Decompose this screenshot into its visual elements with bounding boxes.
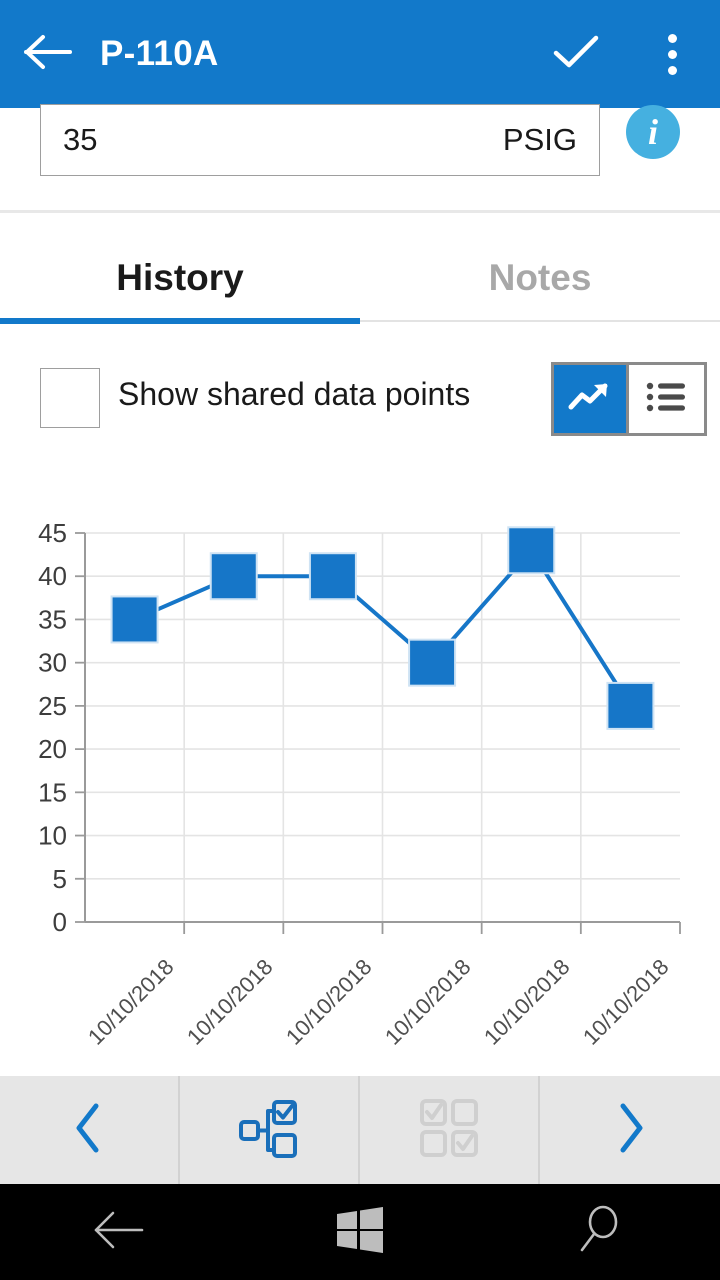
tab-baseline	[360, 320, 720, 322]
windows-logo-icon	[335, 1205, 385, 1260]
system-start-button[interactable]	[240, 1184, 480, 1280]
more-vertical-icon	[667, 33, 677, 75]
value-text: 35	[63, 122, 98, 157]
tree-checklist-icon	[238, 1097, 300, 1164]
chevron-left-icon	[72, 1102, 106, 1159]
info-letter: i	[647, 112, 658, 152]
check-icon	[552, 33, 600, 76]
tab-notes[interactable]: Notes	[360, 224, 720, 332]
list-view-button[interactable]	[629, 362, 707, 436]
checklist-grid-button[interactable]	[360, 1076, 540, 1184]
system-nav-bar	[0, 1184, 720, 1280]
chart-view-button[interactable]	[551, 362, 629, 436]
svg-text:20: 20	[38, 734, 67, 764]
system-back-button[interactable]	[0, 1184, 240, 1280]
show-shared-data-points-checkbox[interactable]	[40, 368, 100, 428]
section-divider	[0, 210, 720, 213]
system-search-button[interactable]	[480, 1184, 720, 1280]
tab-history[interactable]: History	[0, 224, 360, 332]
svg-text:15: 15	[38, 777, 67, 807]
value-input[interactable]: 35 PSIG	[40, 104, 600, 176]
next-button[interactable]	[540, 1076, 720, 1184]
tab-active-indicator	[0, 318, 360, 324]
chart-data-point[interactable]	[308, 552, 357, 601]
page-title: P-110A	[100, 34, 219, 73]
confirm-button[interactable]	[528, 0, 624, 108]
svg-text:30: 30	[38, 648, 67, 678]
chart-data-point[interactable]	[606, 681, 655, 730]
tab-notes-label: Notes	[488, 257, 592, 298]
checkbox-grid-icon	[420, 1098, 478, 1162]
back-button[interactable]	[0, 0, 96, 108]
show-shared-data-points-label: Show shared data points	[118, 376, 471, 412]
history-chart: 0 5 10 15 20 25 30 35 40 45 10/10/2018 10/10/2018 1…	[0, 468, 720, 1076]
overflow-menu-button[interactable]	[624, 0, 720, 108]
list-icon	[646, 381, 688, 418]
unit-label: PSIG	[502, 122, 577, 157]
search-icon	[577, 1205, 623, 1260]
tab-bar: History Notes	[0, 224, 720, 332]
svg-text:45: 45	[38, 518, 67, 548]
hierarchy-checklist-button[interactable]	[180, 1076, 360, 1184]
svg-text:0: 0	[53, 907, 67, 937]
chart-data-point[interactable]	[408, 638, 457, 687]
trend-up-icon	[568, 380, 612, 419]
value-row: 35 PSIG	[0, 104, 720, 212]
app-command-bar	[0, 1076, 720, 1184]
view-toggle-group	[551, 362, 707, 436]
previous-button[interactable]	[0, 1076, 180, 1184]
svg-text:40: 40	[38, 561, 67, 591]
arrow-left-icon	[92, 1209, 148, 1256]
svg-text:5: 5	[53, 864, 67, 894]
svg-text:10: 10	[38, 821, 67, 851]
arrow-left-icon	[23, 33, 73, 76]
chart-data-point[interactable]	[110, 595, 159, 644]
chart-data-point[interactable]	[209, 552, 258, 601]
chart-canvas[interactable]: 0 5 10 15 20 25 30 35 40 45	[0, 468, 720, 1076]
chevron-right-icon	[613, 1102, 647, 1159]
svg-text:25: 25	[38, 691, 67, 721]
controls-row: Show shared data points	[0, 340, 720, 468]
chart-data-point[interactable]	[507, 526, 556, 575]
tab-history-label: History	[116, 257, 244, 298]
info-icon[interactable]: i	[626, 105, 680, 159]
svg-text:35: 35	[38, 604, 67, 634]
app-bar: P-110A	[0, 0, 720, 108]
